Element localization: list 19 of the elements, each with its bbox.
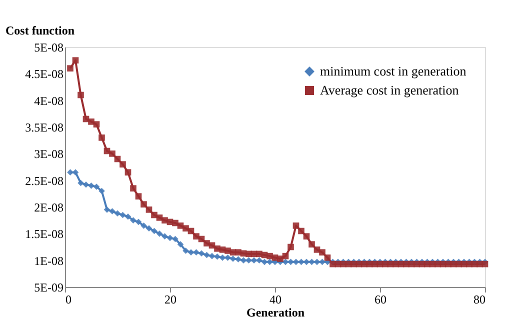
y-tick-label: 1.5E-08 <box>25 227 64 242</box>
x-tick-label: 20 <box>164 292 176 306</box>
x-tick-label: 40 <box>270 292 282 306</box>
x-axis-title: Generation <box>246 306 305 320</box>
y-tick-label: 3.5E-08 <box>25 120 64 134</box>
x-tick-label: 80 <box>474 292 486 306</box>
y-tick-label: 5E-08 <box>34 40 64 54</box>
y-tick-label: 4.5E-08 <box>25 67 64 82</box>
y-tick-label: 2E-08 <box>34 200 64 214</box>
y-axis-title: Cost function <box>6 24 75 38</box>
y-tick-label: 4E-08 <box>34 94 64 108</box>
x-tick-label: 60 <box>374 292 386 306</box>
x-tick-label: 0 <box>66 292 72 306</box>
y-tick-label: 5E-09 <box>34 280 64 294</box>
legend-label: minimum cost in generation <box>320 64 467 78</box>
y-tick-label: 2.5E-08 <box>25 174 64 188</box>
y-tick-label: 1E-08 <box>34 254 64 268</box>
y-tick-label: 3E-08 <box>34 147 64 162</box>
legend-label: Average cost in generation <box>320 82 460 98</box>
